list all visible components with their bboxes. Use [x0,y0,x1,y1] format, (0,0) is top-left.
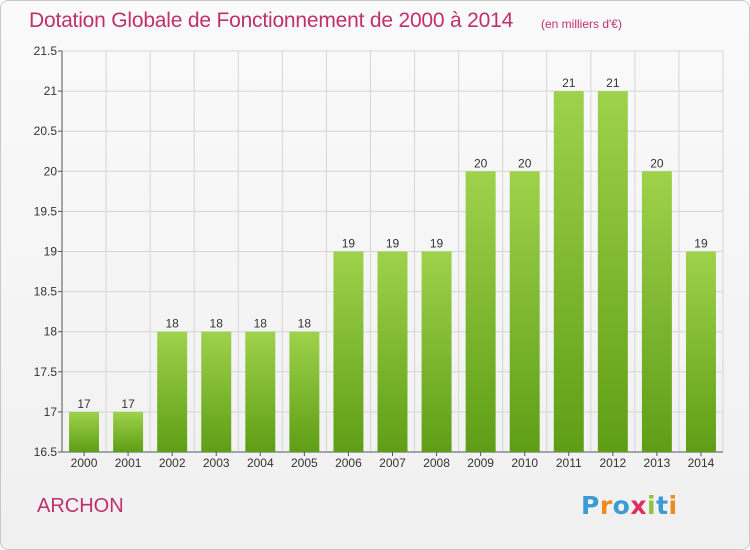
logo-letter: x [630,491,647,520]
bar-2010[interactable] [509,171,540,453]
x-tick-label: 2008 [423,456,450,470]
y-tick-label: 17.5 [34,365,58,379]
x-tick-label: 2003 [203,456,230,470]
value-label: 18 [298,317,312,331]
x-tick-label: 2013 [644,456,671,470]
logo-letter: t [656,491,669,520]
logo-letter: o [612,491,631,520]
bar-2000[interactable] [69,411,100,452]
bar-2006[interactable] [333,251,364,453]
proxiti-logo[interactable]: Proxiti [581,491,678,520]
data-labels: 17 17 18 18 18 18 19 19 19 20 20 21 21 20 19 [77,76,708,411]
value-label: 20 [650,156,664,170]
y-tick-label: 18 [44,325,58,339]
value-label: 19 [694,237,708,251]
bar-2007[interactable] [377,251,408,453]
x-tick-label: 2002 [159,456,186,470]
value-label: 20 [474,156,488,170]
y-tick-label: 21 [44,84,58,98]
value-label: 20 [518,156,532,170]
chart-title: Dotation Globale de Fonctionnement de 20… [29,9,514,32]
value-label: 19 [430,237,444,251]
logo-letter: P [581,491,600,520]
y-tick-label: 18.5 [34,285,58,299]
logo-letter: i [668,491,678,520]
bar-2002[interactable] [157,331,188,452]
value-label: 19 [342,237,356,251]
value-label: 17 [121,397,135,411]
y-tick-label: 20.5 [34,124,58,138]
y-tick-label: 17 [44,405,58,419]
bar-2013[interactable] [641,171,672,453]
bar-2001[interactable] [113,411,144,452]
value-label: 21 [606,76,620,90]
value-label: 18 [165,317,179,331]
bar-2012[interactable] [597,91,628,452]
x-tick-label: 2007 [379,456,406,470]
bar-2009[interactable] [465,171,496,453]
bars [69,91,716,453]
bar-2014[interactable] [685,251,716,453]
value-label: 18 [254,317,268,331]
x-tick-label: 2001 [115,456,142,470]
value-label: 21 [562,76,576,90]
y-tick-label: 16.5 [34,445,58,459]
unit-note: (en milliers d'€) [541,17,622,31]
value-label: 18 [210,317,224,331]
x-tick-label: 2006 [335,456,362,470]
x-tick-label: 2005 [291,456,318,470]
x-tick-label: 2000 [71,456,98,470]
logo-letter: r [599,491,613,520]
y-tick-label: 20 [44,164,58,178]
y-tick-label: 19 [44,245,58,259]
logo-letter: i [647,491,657,520]
x-tick-label: 2004 [247,456,274,470]
commune-name: ARCHON [37,495,124,517]
value-label: 17 [77,397,91,411]
bar-2003[interactable] [201,331,232,452]
x-tick-label: 2012 [599,456,626,470]
bar-2005[interactable] [289,331,320,452]
value-label: 19 [386,237,400,251]
bar-2008[interactable] [421,251,452,453]
bar-2004[interactable] [245,331,276,452]
bar-2011[interactable] [553,91,584,452]
x-tick-label: 2010 [511,456,538,470]
x-tick-label: 2009 [467,456,494,470]
y-tick-label: 21.5 [34,44,58,58]
x-tick-label: 2014 [688,456,715,470]
y-tick-label: 19.5 [34,204,58,218]
x-tick-label: 2011 [556,456,582,470]
